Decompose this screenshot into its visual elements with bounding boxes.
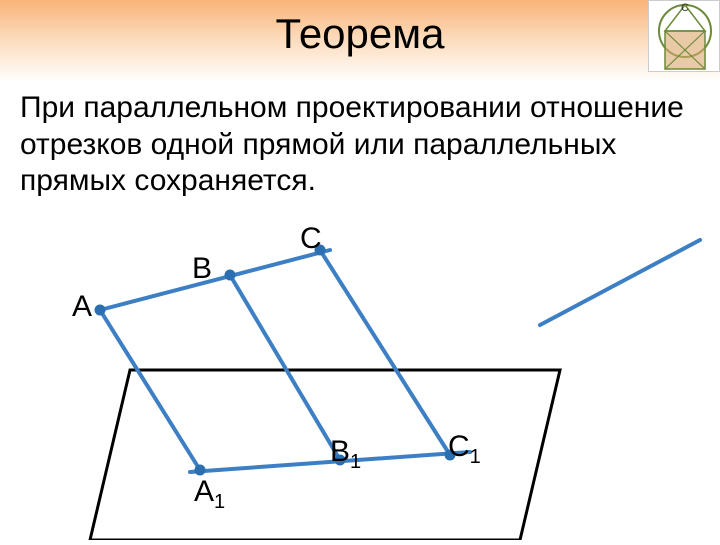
page-title: Теорема <box>0 0 720 58</box>
label-b1: B1 <box>330 435 361 474</box>
diagram: A B C A1 B1 C1 <box>0 220 720 540</box>
point-a <box>95 305 106 316</box>
label-a: A <box>72 290 92 324</box>
label-c: C <box>300 222 322 256</box>
projection-ray-a <box>100 310 200 470</box>
label-a1: A1 <box>194 475 225 514</box>
corner-decorative-figure: C <box>648 0 720 72</box>
projection-ray-c <box>320 250 450 455</box>
diagram-svg <box>0 220 720 540</box>
svg-text:C: C <box>681 2 689 14</box>
projection-plane <box>90 370 560 540</box>
header-band: Теорема C <box>0 0 720 82</box>
point-a1 <box>195 465 206 476</box>
corner-svg: C <box>649 1 720 73</box>
point-b <box>225 270 236 281</box>
projection-ray-b <box>230 275 340 460</box>
theorem-text: При параллельном проектировании отношени… <box>0 82 720 200</box>
extra-direction-line <box>540 240 700 325</box>
top-line-abc <box>100 250 330 310</box>
label-b: B <box>192 252 212 286</box>
label-c1: C1 <box>448 430 481 469</box>
